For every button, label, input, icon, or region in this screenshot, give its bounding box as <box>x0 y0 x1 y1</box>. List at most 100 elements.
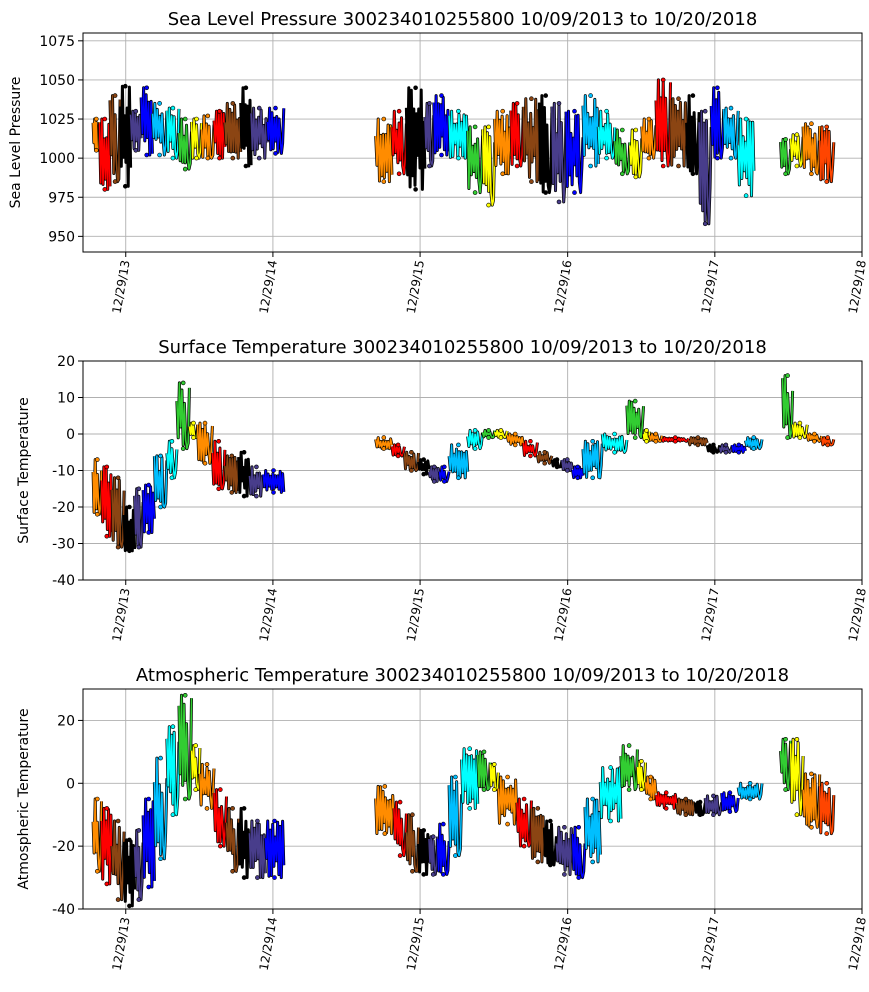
data-point <box>456 108 461 114</box>
series-segment <box>789 738 804 816</box>
series-segment <box>722 107 739 159</box>
series-segment <box>779 738 792 791</box>
data-point <box>397 799 403 805</box>
data-point <box>381 116 387 122</box>
series-segment <box>448 110 469 159</box>
series-segment <box>802 773 821 829</box>
data-point <box>472 124 478 130</box>
series-segment <box>151 102 168 156</box>
data-point <box>272 875 277 880</box>
data-point <box>556 101 562 106</box>
data-point <box>127 903 132 909</box>
data-point <box>824 179 830 184</box>
data-point <box>564 468 570 473</box>
x-tick-label: 12/29/18 <box>846 259 869 315</box>
data-point <box>743 193 749 198</box>
data-point <box>127 548 132 554</box>
data-point <box>512 431 518 437</box>
series-segment <box>644 776 657 800</box>
data-point <box>619 171 625 177</box>
series-segment <box>239 87 252 167</box>
series-segment <box>213 110 226 159</box>
y-axis-label: Atmospheric Temperature <box>16 708 32 889</box>
series-segment <box>555 826 574 876</box>
data-point <box>158 755 163 761</box>
data-point <box>255 818 260 824</box>
data-point <box>576 824 582 830</box>
series-segment <box>698 110 712 225</box>
data-point <box>809 121 814 126</box>
data-point <box>663 806 669 811</box>
data-point <box>182 116 188 122</box>
data-point <box>146 530 151 535</box>
data-point <box>169 438 175 444</box>
series-segment <box>224 102 242 159</box>
data-point <box>542 460 548 466</box>
y-axis-label: Surface Temperature <box>16 397 32 543</box>
data-point <box>697 799 703 805</box>
data-point <box>646 155 652 161</box>
data-point <box>409 468 414 473</box>
data-point <box>127 504 132 510</box>
series-segment <box>92 118 101 152</box>
data-point <box>547 818 553 824</box>
data-point <box>644 428 649 433</box>
data-point <box>486 124 491 130</box>
data-point <box>216 486 221 492</box>
series-segment <box>266 107 285 155</box>
data-point <box>381 179 387 184</box>
data-point <box>381 435 387 440</box>
data-point <box>271 468 276 473</box>
data-point <box>230 101 236 106</box>
series-segment <box>100 807 113 885</box>
series-segment <box>224 455 240 494</box>
data-point <box>575 464 581 470</box>
data-point <box>747 796 753 802</box>
data-point <box>676 163 681 169</box>
data-point <box>218 843 223 849</box>
series-segment <box>248 466 264 497</box>
series-segment <box>506 433 525 446</box>
data-point <box>723 449 729 455</box>
data-point <box>528 438 533 444</box>
data-point <box>182 166 188 172</box>
data-point <box>554 464 560 470</box>
data-point <box>170 724 176 730</box>
data-point <box>230 806 235 811</box>
surface-temperature-panel: -40 -30 -20 -10 0 10 20 12/29/13 12/29/14 12/29/1… <box>16 337 869 643</box>
data-point <box>491 762 497 767</box>
data-point <box>535 806 541 811</box>
series-segment <box>109 94 121 183</box>
data-point <box>205 155 211 161</box>
series-segment <box>129 110 142 152</box>
data-point <box>170 812 176 818</box>
series-segment <box>584 798 602 863</box>
series-segment <box>374 118 393 183</box>
data-point <box>590 475 596 481</box>
data-point <box>115 897 121 902</box>
data-point <box>660 163 666 169</box>
series-segment <box>481 126 496 206</box>
data-point <box>604 155 609 161</box>
y-tick-label: 0 <box>66 776 75 792</box>
y-tick-label: 1025 <box>39 112 75 128</box>
series-segment <box>669 97 688 167</box>
data-point <box>127 837 132 843</box>
series-segment <box>530 807 546 863</box>
data-point <box>439 152 444 158</box>
data-point <box>500 171 506 177</box>
series-segment <box>391 444 406 457</box>
series-segment <box>510 102 525 167</box>
data-point <box>241 493 247 499</box>
x-tick-label: 12/29/16 <box>551 916 574 972</box>
series-segment <box>497 776 518 825</box>
x-tick-label: 12/29/16 <box>551 587 574 643</box>
data-point <box>783 787 788 792</box>
data-series <box>91 692 836 909</box>
data-point <box>191 420 196 426</box>
data-point <box>825 442 831 448</box>
data-point <box>146 884 151 890</box>
series-segment <box>448 776 463 857</box>
series-segment <box>140 87 154 156</box>
data-point <box>216 438 221 444</box>
